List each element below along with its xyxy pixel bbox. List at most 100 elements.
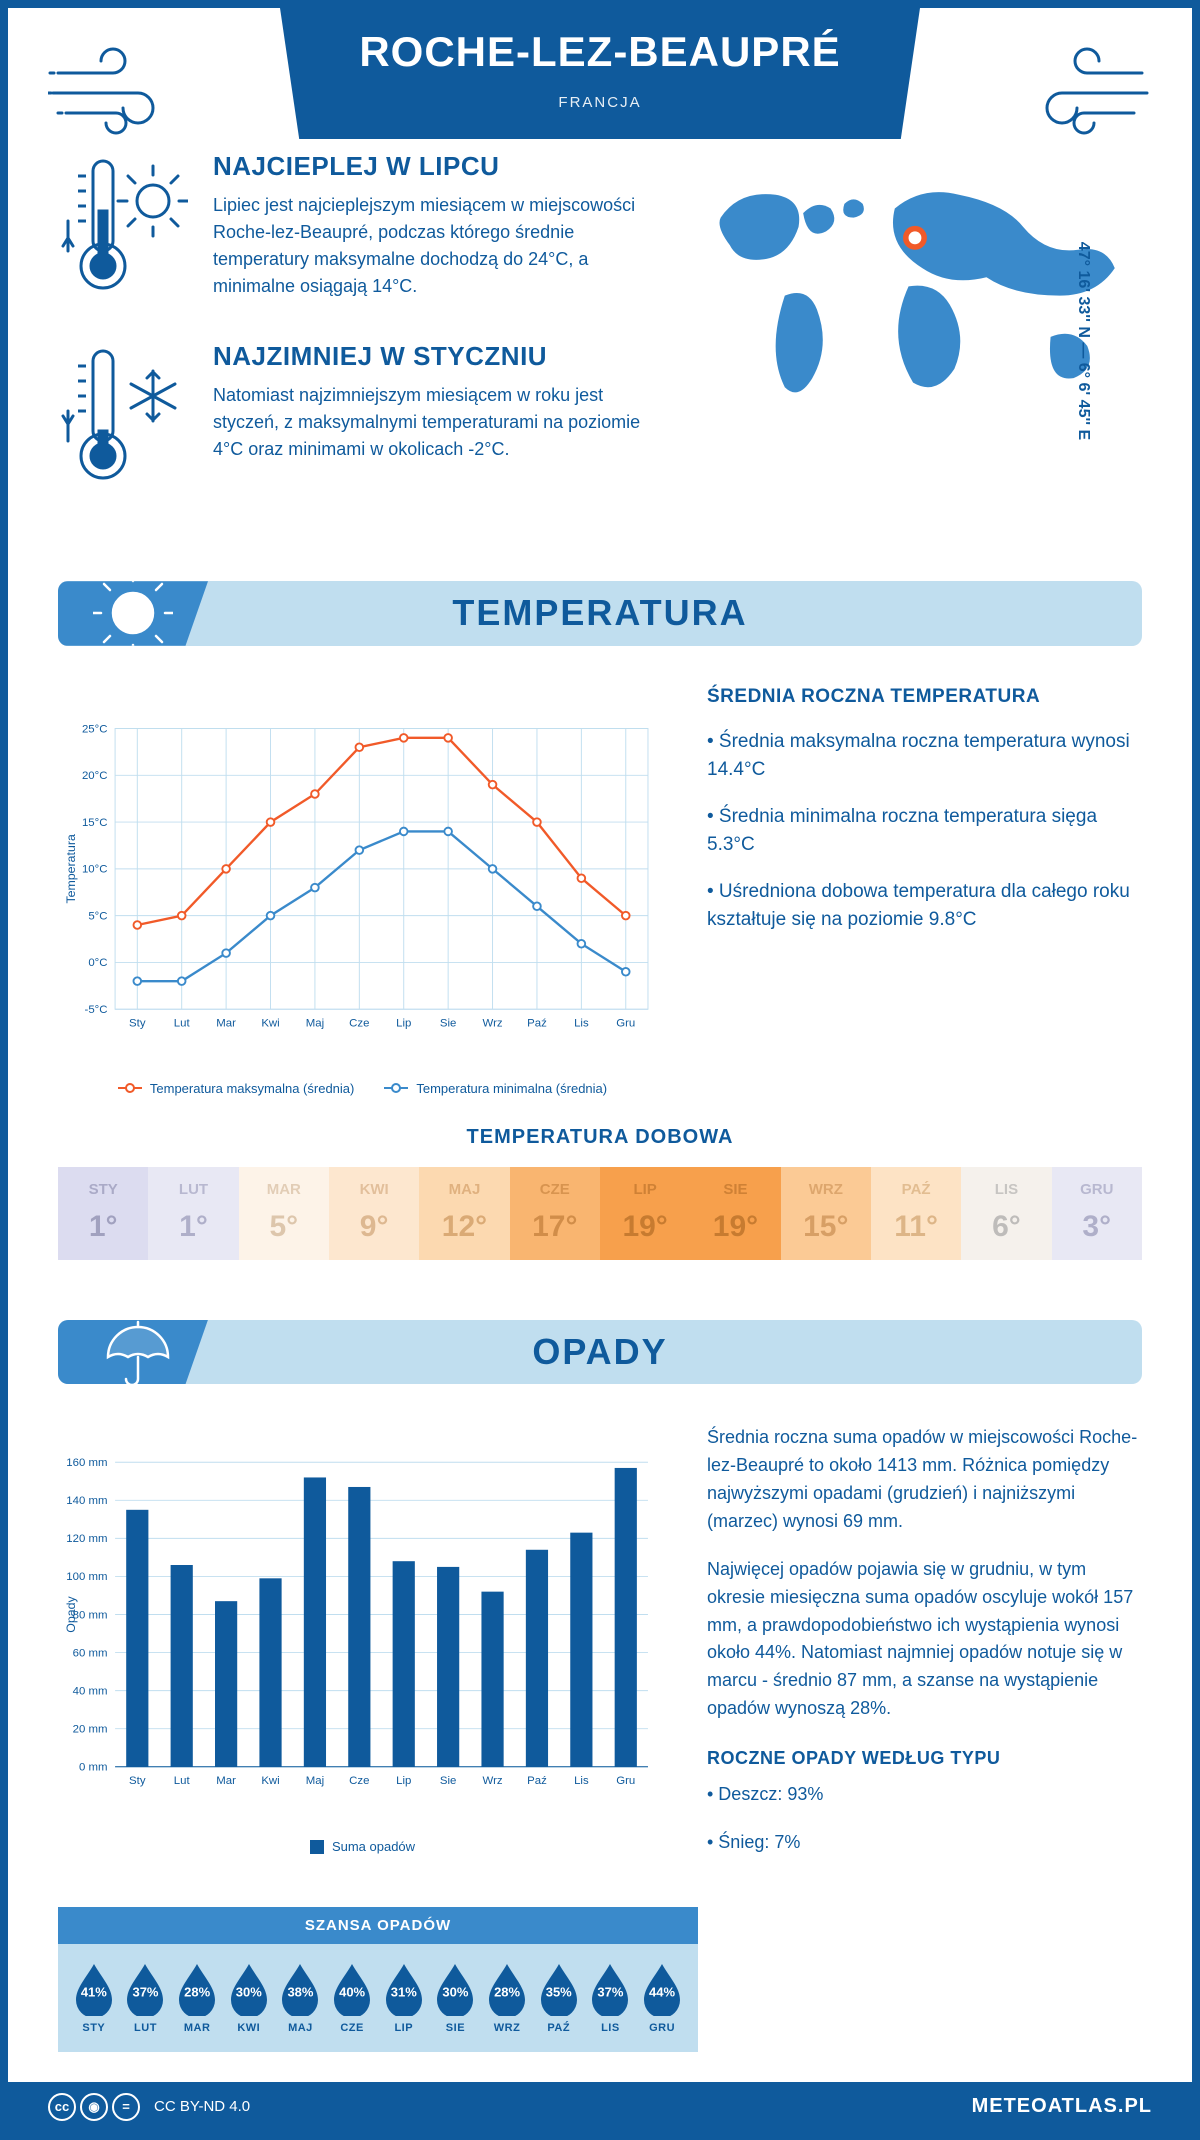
- wind-icon: [1002, 38, 1152, 153]
- wind-icon: [48, 38, 198, 153]
- daily-temp-title: TEMPERATURA DOBOWA: [58, 1126, 1142, 1149]
- chance-drop: 38% MAJ: [278, 1962, 322, 2034]
- umbrella-icon: [58, 1320, 208, 1384]
- hottest-text: Lipiec jest najcieplejszym miesiącem w m…: [213, 192, 654, 300]
- temp-banner: TEMPERATURA: [58, 581, 1142, 645]
- svg-text:20 mm: 20 mm: [73, 1724, 108, 1736]
- svg-text:Lis: Lis: [574, 1017, 589, 1029]
- daily-temp-cell: MAR5°: [239, 1167, 329, 1260]
- svg-text:Gru: Gru: [616, 1017, 635, 1029]
- precip-type-heading: ROCZNE OPADY WEDŁUG TYPU: [707, 1748, 1142, 1769]
- temp-info-bullet: • Uśredniona dobowa temperatura dla całe…: [707, 878, 1142, 935]
- legend-item: Suma opadów: [310, 1839, 415, 1854]
- svg-text:Cze: Cze: [349, 1017, 369, 1029]
- svg-text:Sie: Sie: [440, 1775, 457, 1787]
- svg-text:Maj: Maj: [306, 1017, 324, 1029]
- svg-text:Temperatura: Temperatura: [64, 834, 78, 904]
- chance-box: SZANSA OPADÓW 41% STY 37% LUT 28% MAR 30…: [58, 1907, 698, 2052]
- precip-text: Średnia roczna suma opadów w miejscowośc…: [707, 1424, 1142, 1536]
- legend-label: Suma opadów: [332, 1839, 415, 1854]
- site-name: METEOATLAS.PL: [972, 2095, 1152, 2118]
- daily-temp-table: TEMPERATURA DOBOWA STY1°LUT1°MAR5°KWI9°M…: [8, 1126, 1192, 1300]
- footer: cc◉= CC BY-ND 4.0 METEOATLAS.PL: [8, 2082, 1192, 2132]
- temp-info-bullet: • Średnia maksymalna roczna temperatura …: [707, 728, 1142, 785]
- precip-type-snow: • Śnieg: 7%: [707, 1829, 1142, 1857]
- temp-info-bullet: • Średnia minimalna roczna temperatura s…: [707, 803, 1142, 860]
- svg-text:Gru: Gru: [616, 1775, 635, 1787]
- thermometer-hot-icon: [58, 151, 188, 306]
- temp-chart: -5°C0°C5°C10°C15°C20°C25°CStyLutMarKwiMa…: [58, 686, 667, 1096]
- chance-drop: 31% LIP: [382, 1962, 426, 2034]
- hottest-block: NAJCIEPLEJ W LIPCU Lipiec jest najcieple…: [58, 151, 654, 306]
- svg-text:20°C: 20°C: [82, 770, 108, 782]
- svg-text:140 mm: 140 mm: [66, 1495, 107, 1507]
- daily-temp-cell: PAŹ11°: [871, 1167, 961, 1260]
- svg-text:Sty: Sty: [129, 1775, 146, 1787]
- page-title: ROCHE-LEZ-BEAUPRÉ: [310, 28, 890, 76]
- precip-banner: OPADY: [58, 1320, 1142, 1384]
- chance-title: SZANSA OPADÓW: [58, 1907, 698, 1944]
- legend-label: Temperatura minimalna (średnia): [416, 1081, 607, 1096]
- svg-text:Lis: Lis: [574, 1775, 589, 1787]
- chance-drop: 30% SIE: [433, 1962, 477, 2034]
- svg-text:Sty: Sty: [129, 1017, 146, 1029]
- svg-text:Kwi: Kwi: [261, 1017, 279, 1029]
- chance-drop: 40% CZE: [330, 1962, 374, 2034]
- legend-label: Temperatura maksymalna (średnia): [150, 1081, 354, 1096]
- daily-temp-cell: STY1°: [58, 1167, 148, 1260]
- daily-temp-cell: KWI9°: [329, 1167, 419, 1260]
- daily-temp-cell: SIE19°: [690, 1167, 780, 1260]
- svg-text:Paź: Paź: [527, 1775, 547, 1787]
- legend-item: .legend-line[style*='f15a29']::after{bor…: [118, 1081, 354, 1096]
- svg-text:Opady: Opady: [64, 1596, 78, 1633]
- temp-info-heading: ŚREDNIA ROCZNA TEMPERATURA: [707, 686, 1142, 708]
- precip-section-title: OPADY: [532, 1331, 667, 1373]
- intro-section: NAJCIEPLEJ W LIPCU Lipiec jest najcieple…: [8, 151, 1192, 561]
- svg-text:5°C: 5°C: [88, 910, 107, 922]
- precip-chart: 0 mm20 mm40 mm60 mm80 mm100 mm120 mm140 …: [58, 1424, 667, 1877]
- chance-drop: 28% MAR: [175, 1962, 219, 2034]
- daily-temp-cell: LIS6°: [961, 1167, 1051, 1260]
- precip-info: Średnia roczna suma opadów w miejscowośc…: [707, 1424, 1142, 1877]
- svg-text:40 mm: 40 mm: [73, 1686, 108, 1698]
- daily-temp-cell: CZE17°: [510, 1167, 600, 1260]
- daily-temp-cell: GRU3°: [1052, 1167, 1142, 1260]
- precip-text: Najwięcej opadów pojawia się w grudniu, …: [707, 1556, 1142, 1723]
- svg-text:Wrz: Wrz: [483, 1017, 503, 1029]
- temp-section-title: TEMPERATURA: [452, 592, 747, 634]
- daily-temp-cell: MAJ12°: [419, 1167, 509, 1260]
- chance-drop: 44% GRU: [640, 1962, 684, 2034]
- svg-text:120 mm: 120 mm: [66, 1533, 107, 1545]
- cc-icon: cc◉=: [48, 2093, 140, 2121]
- legend-item: .legend-line[style*='3a8acb']::after{bor…: [384, 1081, 607, 1096]
- chance-drop: 28% WRZ: [485, 1962, 529, 2034]
- license-text: CC BY-ND 4.0: [154, 2098, 250, 2115]
- svg-text:Lut: Lut: [174, 1775, 191, 1787]
- coldest-block: NAJZIMNIEJ W STYCZNIU Natomiast najzimni…: [58, 341, 654, 496]
- coordinates: 47° 16' 33'' N — 6° 6' 45'' E: [1074, 242, 1092, 440]
- chance-drop: 37% LIS: [588, 1962, 632, 2034]
- svg-text:Paź: Paź: [527, 1017, 547, 1029]
- chance-drop: 35% PAŹ: [537, 1962, 581, 2034]
- svg-text:25°C: 25°C: [82, 723, 108, 735]
- svg-text:0°C: 0°C: [88, 957, 107, 969]
- country-label: FRANCJA: [310, 94, 890, 111]
- svg-text:100 mm: 100 mm: [66, 1571, 107, 1583]
- svg-text:Maj: Maj: [306, 1775, 324, 1787]
- chance-drop: 30% KWI: [227, 1962, 271, 2034]
- svg-text:10°C: 10°C: [82, 863, 108, 875]
- chance-drop: 37% LUT: [123, 1962, 167, 2034]
- chance-drop: 41% STY: [72, 1962, 116, 2034]
- daily-temp-cell: LIP19°: [600, 1167, 690, 1260]
- svg-text:Wrz: Wrz: [483, 1775, 503, 1787]
- title-banner: ROCHE-LEZ-BEAUPRÉ FRANCJA: [280, 8, 920, 139]
- svg-text:Sie: Sie: [440, 1017, 457, 1029]
- hottest-title: NAJCIEPLEJ W LIPCU: [213, 151, 654, 182]
- coldest-title: NAJZIMNIEJ W STYCZNIU: [213, 341, 654, 372]
- svg-text:160 mm: 160 mm: [66, 1457, 107, 1469]
- precip-type-rain: • Deszcz: 93%: [707, 1781, 1142, 1809]
- daily-temp-cell: WRZ15°: [781, 1167, 871, 1260]
- svg-text:Kwi: Kwi: [261, 1775, 279, 1787]
- svg-text:Cze: Cze: [349, 1775, 369, 1787]
- header: ROCHE-LEZ-BEAUPRÉ FRANCJA: [8, 8, 1192, 151]
